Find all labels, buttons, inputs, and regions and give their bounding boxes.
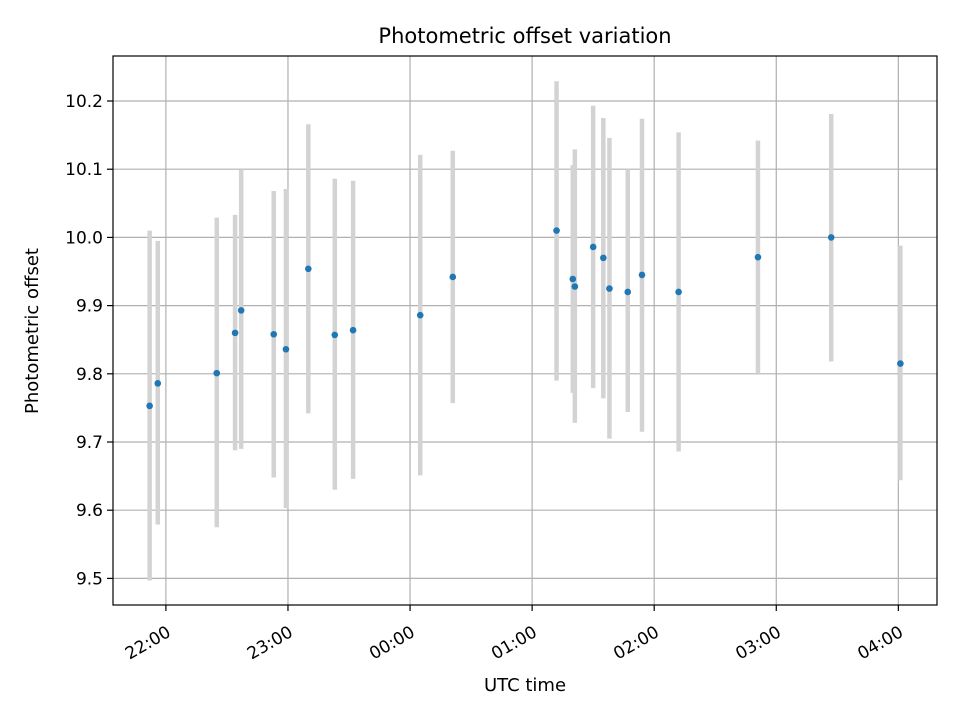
x-axis-label: UTC time [484, 675, 566, 696]
data-point [827, 234, 835, 241]
y-tick-label: 9.5 [76, 569, 103, 589]
data-point [416, 311, 424, 319]
data-point [675, 288, 682, 296]
data-point [589, 243, 597, 251]
y-tick-label: 10.1 [65, 160, 103, 180]
data-point [146, 402, 153, 410]
data-point [154, 380, 162, 387]
data-point [213, 369, 221, 377]
data-point [897, 360, 904, 367]
chart-title: Photometric offset variation [378, 24, 671, 48]
data-point [282, 345, 290, 353]
data-point [638, 271, 646, 279]
data-point [270, 330, 278, 338]
data-point [231, 329, 239, 337]
data-point [349, 326, 357, 334]
data-point [553, 227, 560, 234]
grid [113, 56, 937, 605]
y-tick-label: 9.6 [76, 501, 103, 521]
data-point [571, 283, 579, 290]
data-point [606, 285, 613, 292]
data-point [237, 307, 245, 314]
data-point [569, 275, 577, 283]
y-axis-label: Photometric offset [22, 248, 43, 414]
y-tick-label: 10.0 [65, 228, 103, 248]
data-point [754, 253, 762, 261]
y-tick-label: 10.2 [65, 92, 103, 112]
y-tick-label: 9.8 [76, 365, 103, 385]
y-tick-label: 9.7 [76, 433, 103, 453]
data-points [146, 227, 904, 410]
data-point [305, 265, 312, 273]
data-point [449, 273, 457, 281]
data-point [600, 254, 607, 262]
data-point [624, 288, 632, 296]
data-point [331, 331, 339, 339]
y-tick-label: 9.9 [76, 297, 103, 317]
plot-frame [112, 55, 938, 606]
y-axis-ticks: 9.5 9.6 9.7 9.8 9.9 10.0 10.1 10.2 [65, 92, 113, 589]
